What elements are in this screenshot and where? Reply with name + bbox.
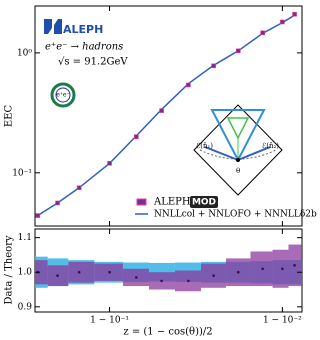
diagram-label: θ — [236, 167, 240, 175]
eec-diagram — [193, 104, 283, 196]
legend-marker — [136, 198, 147, 206]
ratio-point — [212, 274, 215, 277]
x-axis-label: z = (1 − cos(θ))/2 — [123, 327, 212, 338]
ratio-point — [160, 279, 163, 283]
data-point — [235, 48, 241, 54]
icon-text: e⁺e⁻ — [56, 92, 69, 99]
ratio-y-axis-label: Data / Theory — [4, 235, 15, 305]
y-tick-label: 1.1 — [18, 233, 32, 243]
data-point — [186, 82, 191, 88]
ratio-point — [293, 264, 296, 267]
data-point — [55, 200, 60, 206]
aleph-logo — [44, 19, 62, 34]
diagram-label: ℰ(n̂₂) — [262, 141, 279, 150]
ee-icon — [50, 82, 76, 108]
experiment-logo-text: ALEPH — [63, 23, 103, 36]
x-tick-label: 1 − 10⁻² — [263, 316, 302, 326]
x-tick-label: 1 − 10⁻¹ — [90, 316, 129, 326]
ratio-point — [56, 274, 59, 277]
data-point — [134, 134, 139, 139]
ratio-point — [187, 279, 190, 283]
ratio-point — [108, 270, 111, 274]
legend-badge-bg — [190, 196, 218, 208]
annotation: √s = 91.2GeV — [58, 57, 128, 68]
data-band — [35, 260, 48, 285]
data-point — [280, 19, 285, 25]
annotation: e⁺e⁻ → hadrons — [45, 42, 123, 53]
y-tick-label: 1.0 — [18, 268, 33, 278]
data-band — [68, 261, 95, 283]
y-tick-label: 0.9 — [18, 302, 33, 312]
data-point — [211, 63, 216, 69]
data-band — [272, 249, 289, 288]
data-point — [107, 160, 112, 166]
theory-line — [37, 14, 295, 217]
main-frame — [34, 5, 303, 227]
ratio-point — [281, 267, 284, 271]
ratio-point — [135, 276, 138, 279]
data-point — [76, 185, 82, 191]
legend-label: NNLLcol + NNLOFO + NNNLLδ2b — [154, 210, 317, 220]
ratio-point — [77, 270, 81, 274]
data-point — [260, 30, 265, 36]
data-point — [292, 11, 297, 17]
ratio-point — [236, 270, 240, 274]
legend-badge: MOD — [192, 198, 216, 208]
data-point — [35, 213, 41, 218]
ratio-point — [261, 267, 264, 271]
y-tick-label: 10⁰ — [17, 48, 32, 58]
y-axis-label: EEC — [4, 105, 15, 128]
legend-label: ALEPH — [153, 197, 191, 208]
diagram-label: ℰ(n̂₁) — [196, 141, 213, 150]
y-tick-label: 10⁻¹ — [12, 168, 32, 178]
data-point — [159, 108, 164, 113]
